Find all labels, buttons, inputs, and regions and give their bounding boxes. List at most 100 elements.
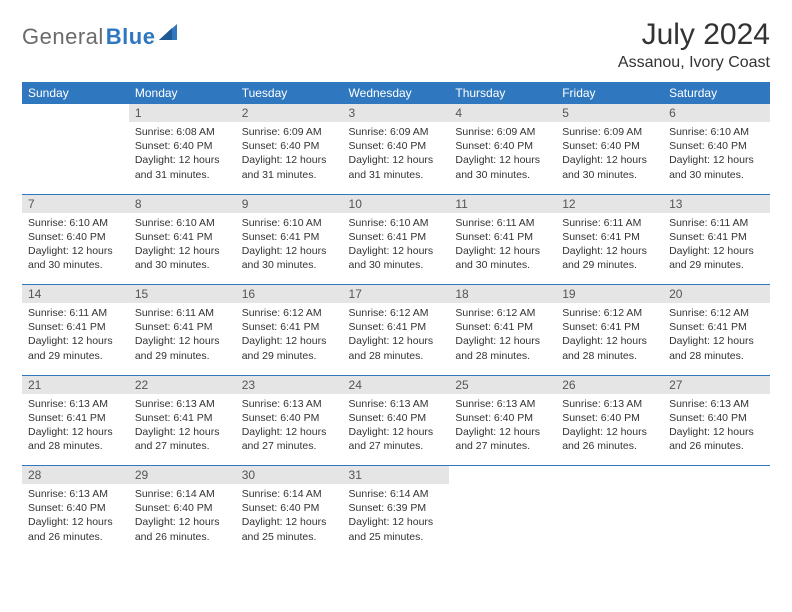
sunset-line: Sunset: 6:40 PM [669,139,764,153]
daylight-line: Daylight: 12 hours and 31 minutes. [349,153,444,181]
daylight-line: Daylight: 12 hours and 26 minutes. [669,425,764,453]
daylight-line: Daylight: 12 hours and 27 minutes. [455,425,550,453]
day-content-cell [556,484,663,556]
daylight-line: Daylight: 12 hours and 28 minutes. [669,334,764,362]
day-content-cell: Sunrise: 6:14 AMSunset: 6:39 PMDaylight:… [343,484,450,556]
day-number-cell: 24 [343,376,450,394]
day-number-cell [22,104,129,122]
day-number-cell: 20 [663,285,770,303]
sunrise-line: Sunrise: 6:12 AM [455,306,550,320]
day-number-cell: 10 [343,195,450,213]
daylight-line: Daylight: 12 hours and 30 minutes. [242,244,337,272]
day-number-cell: 29 [129,466,236,484]
day-content-cell: Sunrise: 6:10 AMSunset: 6:41 PMDaylight:… [236,213,343,285]
sunset-line: Sunset: 6:41 PM [28,411,123,425]
day-number-cell: 2 [236,104,343,122]
day-content-cell [22,122,129,194]
daylight-line: Daylight: 12 hours and 28 minutes. [455,334,550,362]
day-content-cell: Sunrise: 6:10 AMSunset: 6:41 PMDaylight:… [129,213,236,285]
daylight-line: Daylight: 12 hours and 30 minutes. [349,244,444,272]
sunset-line: Sunset: 6:40 PM [349,411,444,425]
day-number-row: 21222324252627 [22,376,770,394]
sunset-line: Sunset: 6:41 PM [135,230,230,244]
day-content-cell: Sunrise: 6:12 AMSunset: 6:41 PMDaylight:… [556,303,663,375]
day-number-row: 14151617181920 [22,285,770,303]
daylight-line: Daylight: 12 hours and 30 minutes. [28,244,123,272]
logo: General Blue [22,18,181,50]
sunrise-line: Sunrise: 6:12 AM [562,306,657,320]
daylight-line: Daylight: 12 hours and 31 minutes. [242,153,337,181]
sunrise-line: Sunrise: 6:11 AM [135,306,230,320]
sunset-line: Sunset: 6:41 PM [28,320,123,334]
day-number-cell [663,466,770,484]
sunrise-line: Sunrise: 6:14 AM [349,487,444,501]
sunrise-line: Sunrise: 6:10 AM [349,216,444,230]
day-content-cell: Sunrise: 6:11 AMSunset: 6:41 PMDaylight:… [556,213,663,285]
weekday-header: Wednesday [343,82,450,104]
day-content-cell: Sunrise: 6:11 AMSunset: 6:41 PMDaylight:… [663,213,770,285]
day-number-cell: 22 [129,376,236,394]
day-number-cell: 3 [343,104,450,122]
sunrise-line: Sunrise: 6:11 AM [669,216,764,230]
daylight-line: Daylight: 12 hours and 30 minutes. [669,153,764,181]
day-content-cell: Sunrise: 6:11 AMSunset: 6:41 PMDaylight:… [449,213,556,285]
day-content-cell: Sunrise: 6:13 AMSunset: 6:40 PMDaylight:… [449,394,556,466]
sunset-line: Sunset: 6:41 PM [562,320,657,334]
daylight-line: Daylight: 12 hours and 27 minutes. [349,425,444,453]
day-number-cell: 8 [129,195,236,213]
day-content-row: Sunrise: 6:13 AMSunset: 6:40 PMDaylight:… [22,484,770,556]
day-content-cell: Sunrise: 6:09 AMSunset: 6:40 PMDaylight:… [556,122,663,194]
logo-sail-icon [159,23,181,46]
sunset-line: Sunset: 6:41 PM [135,320,230,334]
day-number-cell: 7 [22,195,129,213]
day-number-cell: 9 [236,195,343,213]
sunset-line: Sunset: 6:40 PM [28,501,123,515]
daylight-line: Daylight: 12 hours and 28 minutes. [349,334,444,362]
sunrise-line: Sunrise: 6:09 AM [349,125,444,139]
sunrise-line: Sunrise: 6:14 AM [135,487,230,501]
month-title: July 2024 [618,18,770,52]
day-content-cell: Sunrise: 6:10 AMSunset: 6:41 PMDaylight:… [343,213,450,285]
sunset-line: Sunset: 6:41 PM [242,230,337,244]
weekday-header: Tuesday [236,82,343,104]
sunset-line: Sunset: 6:41 PM [349,230,444,244]
weekday-header: Friday [556,82,663,104]
sunset-line: Sunset: 6:40 PM [669,411,764,425]
sunrise-line: Sunrise: 6:12 AM [242,306,337,320]
daylight-line: Daylight: 12 hours and 28 minutes. [562,334,657,362]
day-content-cell: Sunrise: 6:11 AMSunset: 6:41 PMDaylight:… [22,303,129,375]
day-number-cell [449,466,556,484]
day-number-cell: 11 [449,195,556,213]
sunset-line: Sunset: 6:40 PM [562,411,657,425]
sunset-line: Sunset: 6:41 PM [242,320,337,334]
day-number-cell: 31 [343,466,450,484]
day-content-cell [663,484,770,556]
day-content-cell: Sunrise: 6:12 AMSunset: 6:41 PMDaylight:… [663,303,770,375]
daylight-line: Daylight: 12 hours and 29 minutes. [562,244,657,272]
day-content-row: Sunrise: 6:08 AMSunset: 6:40 PMDaylight:… [22,122,770,194]
sunset-line: Sunset: 6:40 PM [135,501,230,515]
day-content-cell: Sunrise: 6:13 AMSunset: 6:40 PMDaylight:… [236,394,343,466]
sunset-line: Sunset: 6:40 PM [455,139,550,153]
sunrise-line: Sunrise: 6:13 AM [242,397,337,411]
day-number-cell: 21 [22,376,129,394]
day-number-cell: 15 [129,285,236,303]
day-content-cell [449,484,556,556]
sunset-line: Sunset: 6:40 PM [242,411,337,425]
day-content-cell: Sunrise: 6:13 AMSunset: 6:41 PMDaylight:… [22,394,129,466]
sunset-line: Sunset: 6:40 PM [242,139,337,153]
sunset-line: Sunset: 6:41 PM [562,230,657,244]
day-number-row: 78910111213 [22,195,770,213]
day-content-cell: Sunrise: 6:13 AMSunset: 6:40 PMDaylight:… [556,394,663,466]
sunrise-line: Sunrise: 6:09 AM [455,125,550,139]
weekday-header: Thursday [449,82,556,104]
day-content-cell: Sunrise: 6:12 AMSunset: 6:41 PMDaylight:… [236,303,343,375]
day-content-cell: Sunrise: 6:13 AMSunset: 6:40 PMDaylight:… [343,394,450,466]
sunrise-line: Sunrise: 6:12 AM [349,306,444,320]
sunrise-line: Sunrise: 6:13 AM [28,487,123,501]
day-content-row: Sunrise: 6:10 AMSunset: 6:40 PMDaylight:… [22,213,770,285]
sunset-line: Sunset: 6:41 PM [669,320,764,334]
day-number-cell: 6 [663,104,770,122]
weekday-header: Monday [129,82,236,104]
daylight-line: Daylight: 12 hours and 30 minutes. [455,153,550,181]
